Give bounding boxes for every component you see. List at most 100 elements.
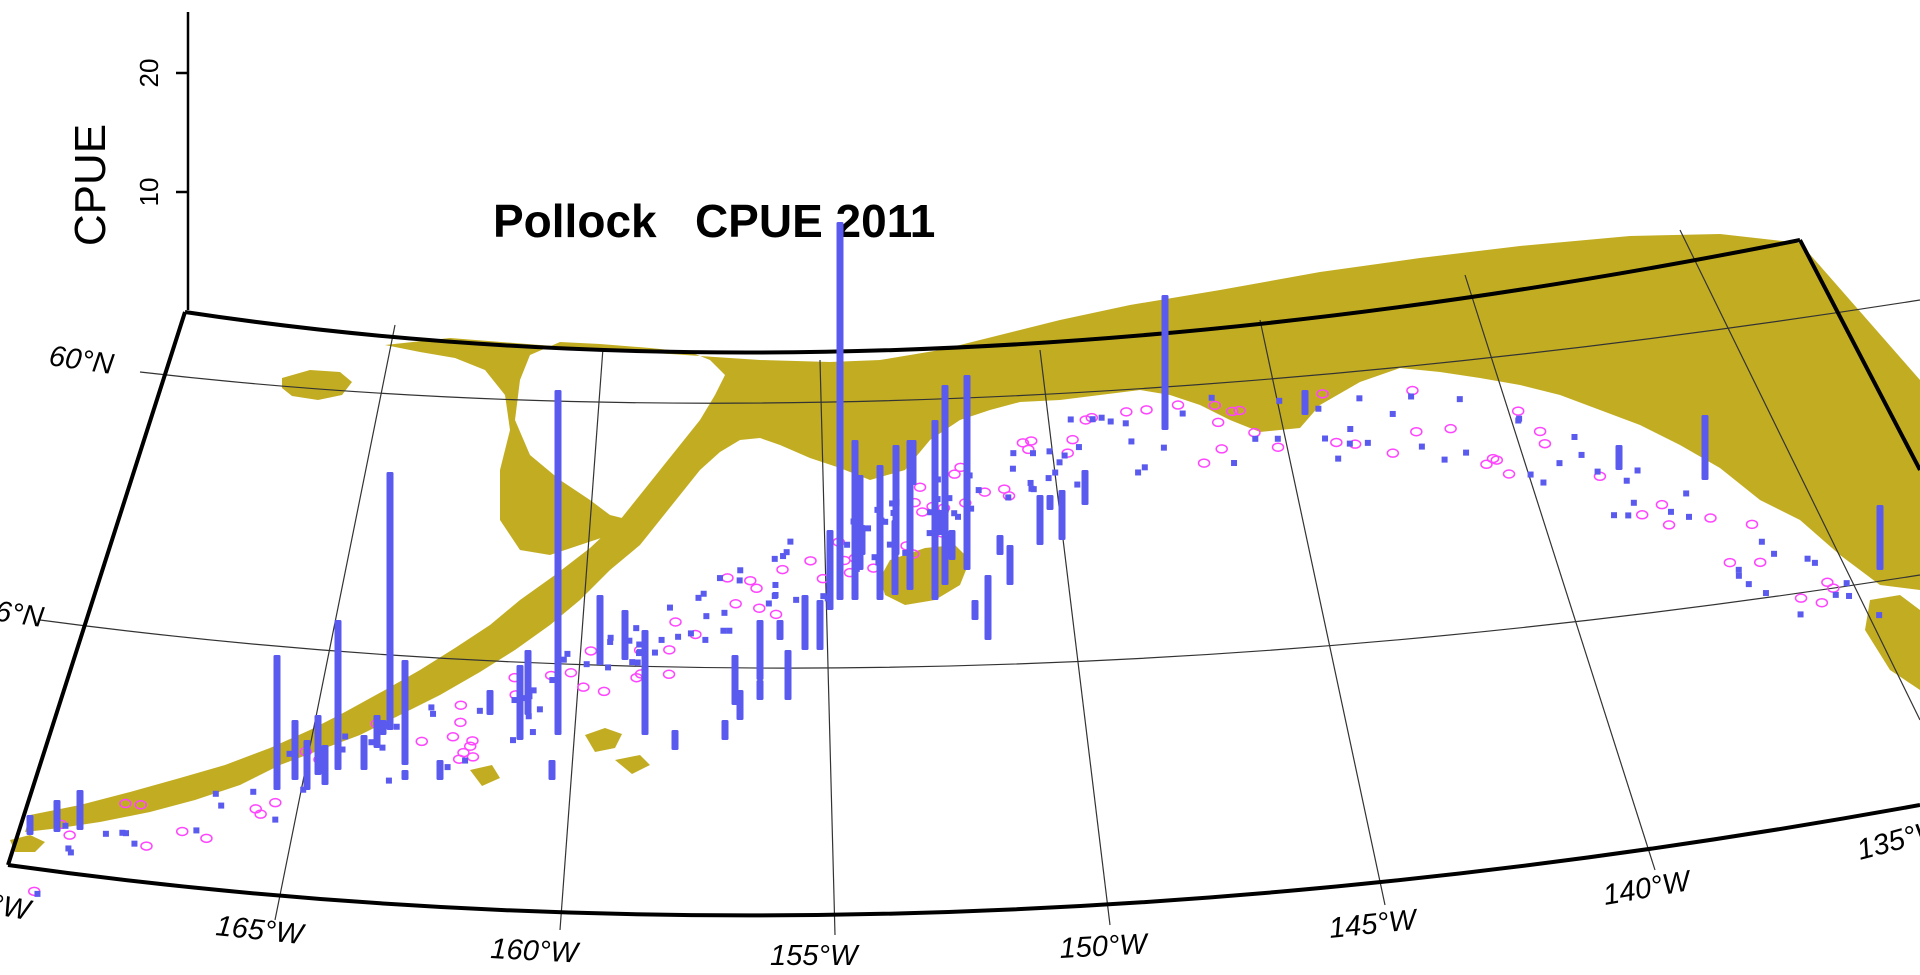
small-catch-station xyxy=(1322,435,1329,442)
small-catch-station xyxy=(1527,471,1534,478)
small-catch-station xyxy=(607,638,614,645)
small-catch-station xyxy=(968,505,975,512)
cpue-bar xyxy=(1006,545,1014,585)
small-catch-station xyxy=(1061,452,1068,459)
cpue-tick-label-20: 20 xyxy=(134,59,164,88)
zero-catch-station xyxy=(577,682,590,692)
cpue-bar xyxy=(360,735,368,770)
small-catch-station xyxy=(1441,456,1448,463)
zero-catch-station xyxy=(662,669,676,680)
zero-catch-station xyxy=(119,798,132,809)
small-catch-station xyxy=(119,829,126,836)
small-catch-station xyxy=(605,664,612,671)
small-catch-station xyxy=(1089,416,1096,423)
zero-catch-station xyxy=(1480,459,1493,470)
small-catch-station xyxy=(626,637,633,644)
small-catch-station xyxy=(1052,469,1059,476)
latitude-line-56n xyxy=(39,574,1920,669)
cpue-bar xyxy=(1615,445,1623,470)
longitude-label-155w: 155°W xyxy=(770,940,860,972)
zero-catch-station xyxy=(1444,423,1457,434)
small-catch-station xyxy=(428,704,435,711)
map-title: Pollock CPUE 2011 xyxy=(493,195,935,247)
zero-catch-station xyxy=(916,507,929,517)
cpue-bar xyxy=(1876,505,1884,570)
cpue-bar xyxy=(379,720,387,735)
small-catch-station xyxy=(560,656,567,663)
cpue-tick-label-10: 10 xyxy=(134,178,164,207)
small-catch-station xyxy=(1634,467,1641,474)
small-catch-station xyxy=(844,541,851,548)
small-catch-station xyxy=(1811,559,1818,566)
small-catch-station xyxy=(1122,420,1129,427)
cpue-bar xyxy=(948,530,956,560)
zero-catch-station xyxy=(1215,444,1228,454)
small-catch-station xyxy=(886,541,893,548)
zero-catch-station xyxy=(729,599,742,609)
small-catch-station xyxy=(530,687,537,694)
zero-catch-station xyxy=(669,617,682,627)
small-catch-station xyxy=(1623,477,1630,484)
small-catch-station xyxy=(721,609,728,616)
small-catch-station xyxy=(476,707,483,714)
zero-catch-station xyxy=(1511,406,1525,416)
small-catch-station xyxy=(1027,479,1034,486)
small-catch-station xyxy=(1074,481,1081,488)
small-catch-station xyxy=(1364,439,1371,446)
small-catch-station xyxy=(1571,433,1578,440)
cpue-bar xyxy=(303,740,311,790)
small-catch-station xyxy=(1540,479,1547,486)
cpue-bar xyxy=(784,650,792,700)
zero-catch-station xyxy=(269,797,282,808)
small-catch-station xyxy=(1594,468,1601,475)
small-catch-station xyxy=(511,697,518,704)
cpue-bar xyxy=(321,745,329,785)
small-catch-station xyxy=(1141,464,1148,471)
small-catch-station xyxy=(687,630,694,637)
cpue-bar xyxy=(756,680,764,700)
small-catch-station xyxy=(1029,450,1036,457)
small-catch-station xyxy=(634,659,641,666)
small-catch-station xyxy=(67,849,74,856)
small-catch-station xyxy=(583,661,590,668)
small-catch-station xyxy=(889,500,896,507)
cpue-bar xyxy=(984,575,992,640)
cpue-bar xyxy=(273,655,281,790)
cpue-bar xyxy=(941,385,949,585)
cpue-bar xyxy=(1301,390,1309,415)
small-catch-station xyxy=(1128,438,1135,445)
longitude-label-150w: 150°W xyxy=(1059,928,1151,965)
small-catch-station xyxy=(272,816,279,823)
map-frame xyxy=(6,238,1920,918)
cpue-bar xyxy=(1701,415,1709,480)
cpue-bar xyxy=(53,800,61,832)
zero-catch-station xyxy=(454,717,467,728)
zero-catch-station xyxy=(1406,385,1419,396)
cpue-bar xyxy=(1036,495,1044,545)
small-catch-station xyxy=(1771,550,1778,557)
small-catch-station xyxy=(633,625,640,632)
frame-top-edge xyxy=(184,238,1801,355)
zero-catch-station xyxy=(1662,520,1676,530)
zero-catch-station xyxy=(1016,438,1030,448)
small-catch-station xyxy=(771,592,778,599)
cpue-bar xyxy=(516,665,524,740)
small-catch-station xyxy=(666,604,673,611)
small-catch-station xyxy=(1030,486,1037,493)
zero-catch-station xyxy=(564,667,578,678)
zero-catch-station xyxy=(1815,597,1829,608)
small-catch-station xyxy=(871,554,878,561)
small-catch-station xyxy=(1135,469,1142,476)
small-catch-station xyxy=(1735,572,1742,579)
zero-catch-station xyxy=(415,736,429,747)
nunivak-island xyxy=(282,370,352,400)
zero-catch-station xyxy=(1386,448,1400,458)
longitude-label-135w: 135°W xyxy=(1854,813,1920,867)
small-catch-station xyxy=(444,764,451,771)
small-catch-station xyxy=(123,830,130,837)
zero-catch-station xyxy=(1330,437,1343,448)
latitude-label-60n: 60°N xyxy=(47,340,116,381)
zero-catch-station xyxy=(454,700,468,710)
longitude-label-145w: 145°W xyxy=(1327,904,1420,945)
cpue-bar xyxy=(1161,295,1169,430)
